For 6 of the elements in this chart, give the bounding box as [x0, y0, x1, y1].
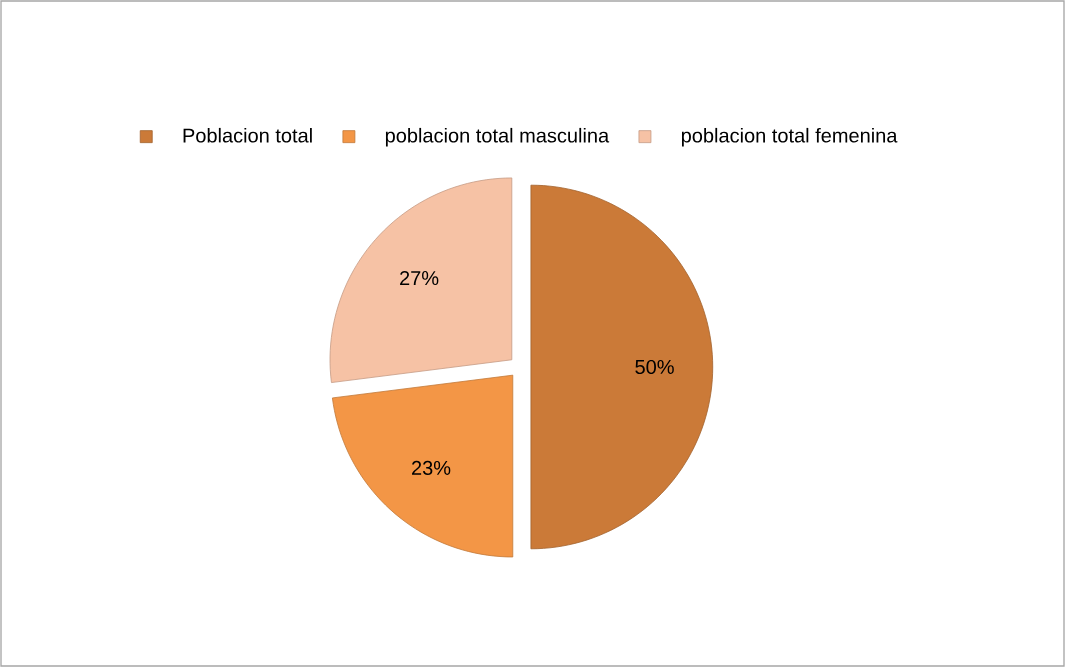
data-label: 50%	[635, 359, 674, 375]
legend-label: Poblacion total	[183, 127, 312, 143]
data-label: 23%	[412, 460, 451, 475]
data-label: 27%	[400, 270, 439, 286]
legend-label: poblacion total femenina	[681, 127, 898, 147]
legend-label: poblacion total masculina	[385, 127, 610, 147]
